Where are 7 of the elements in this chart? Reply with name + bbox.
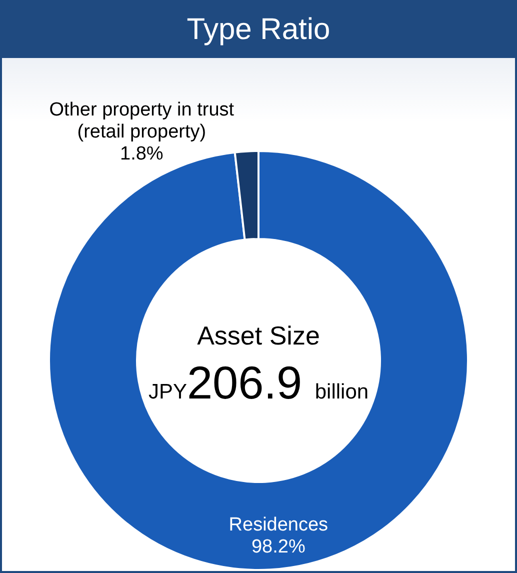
- slice-label: Residences: [228, 514, 328, 536]
- slice-label: Other property in trust (retail property): [49, 99, 235, 142]
- chart-title: Type Ratio: [2, 2, 515, 58]
- text: JPY206.9 billion: [148, 356, 369, 408]
- text: Asset Size: [197, 320, 320, 350]
- data-label: 1.8%: [120, 143, 164, 164]
- data-label: 98.2%: [251, 536, 306, 558]
